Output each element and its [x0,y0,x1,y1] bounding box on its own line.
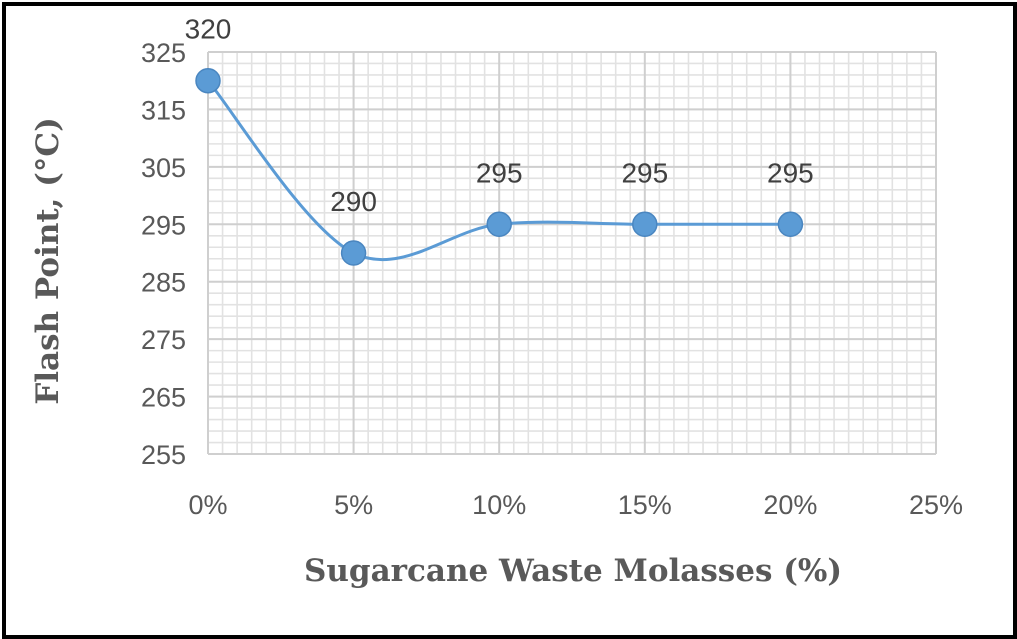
x-tick-label: 20% [763,490,817,520]
data-label: 320 [185,14,232,45]
y-tick-label: 315 [141,95,186,125]
data-label: 295 [476,157,523,188]
data-label: 295 [621,157,668,188]
y-axis-ticks: 255 265 275 285 295 305 315 325 [141,38,186,470]
x-axis-title: Sugarcane Waste Molasses (%) [304,553,842,589]
y-tick-label: 295 [141,210,186,240]
data-label: 295 [767,157,814,188]
x-tick-label: 25% [909,490,963,520]
data-points [195,67,804,266]
data-point [486,211,512,238]
y-axis-title: Flash Point, (°C) [30,117,66,405]
x-tick-label: 10% [472,490,526,520]
flash-point-chart: 255 265 275 285 295 305 315 325 0% 5% 10% 15% 20% 25… [30,14,963,589]
y-tick-label: 305 [141,153,186,183]
x-tick-label: 5% [334,490,373,520]
data-point [195,67,221,94]
y-tick-label: 265 [141,383,186,413]
y-tick-label: 255 [141,440,186,470]
data-point [340,240,367,266]
x-tick-label: 0% [188,490,227,520]
y-tick-label: 285 [141,268,186,298]
major-gridlines [207,51,937,455]
y-tick-label: 325 [141,38,186,68]
data-labels: 320 290 295 295 295 [185,14,814,217]
y-tick-label: 275 [141,325,186,355]
data-label: 290 [330,186,377,217]
data-point [632,211,658,238]
x-tick-label: 15% [618,490,672,520]
minor-gridlines [207,51,937,455]
x-axis-ticks: 0% 5% 10% 15% 20% 25% [188,490,963,520]
data-point [777,211,804,238]
